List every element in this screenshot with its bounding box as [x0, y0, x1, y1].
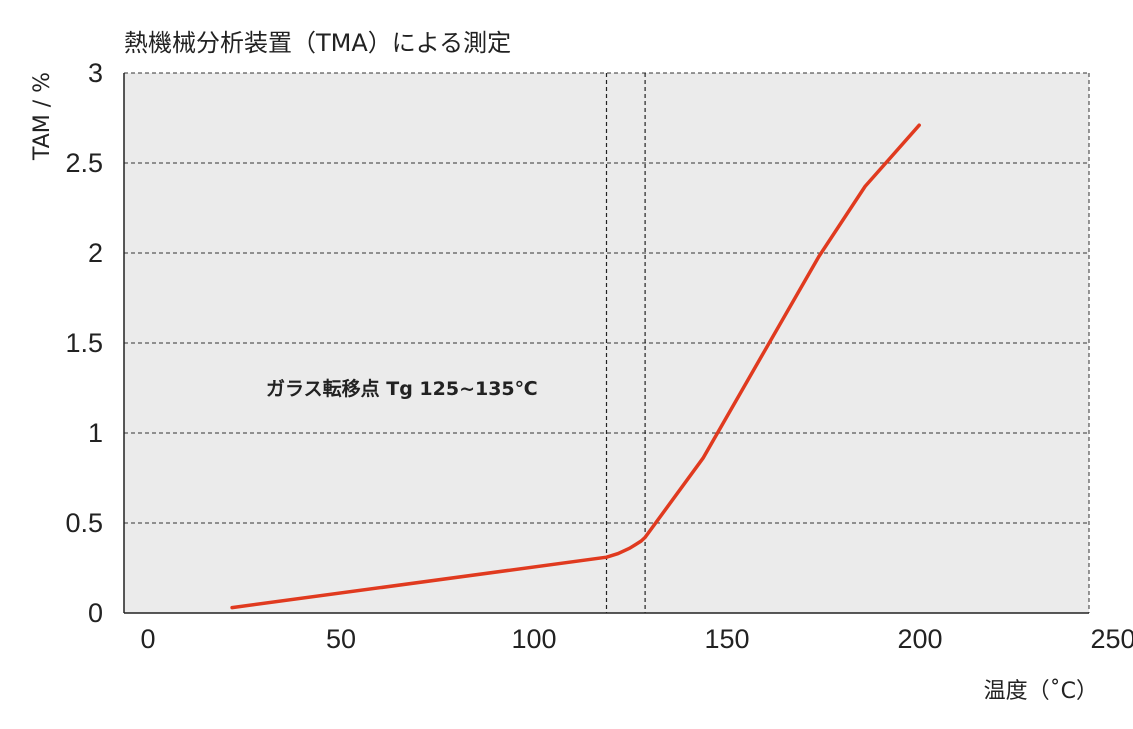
- grid-lines: [124, 72, 1090, 613]
- x-tick-label: 200: [897, 624, 942, 654]
- x-tick-label: 250: [1090, 624, 1133, 654]
- x-tick-label: 0: [140, 624, 155, 654]
- y-tick-label: 1.5: [65, 328, 103, 358]
- y-tick-labels: 0 0.5 1 1.5 2 2.5 3: [65, 58, 103, 628]
- x-axis-label: 温度（˚C）: [984, 679, 1098, 704]
- reference-lines: [605, 73, 646, 613]
- y-tick-label: 2: [88, 238, 103, 268]
- series-line: [230, 123, 921, 610]
- series-layer: [230, 123, 921, 610]
- x-tick-label: 50: [326, 624, 356, 654]
- axes: [123, 73, 1089, 614]
- chart-title: 熱機械分析装置（TMA）による測定: [124, 29, 511, 57]
- annotation-glass-transition: ガラス転移点 Tg 125~135℃: [266, 377, 538, 400]
- y-tick-label: 1: [88, 418, 103, 448]
- y-tick-label: 2.5: [65, 148, 103, 178]
- x-tick-label: 150: [704, 624, 749, 654]
- x-tick-labels: 0 50 100 150 200 250: [140, 624, 1133, 654]
- y-tick-label: 3: [88, 58, 103, 88]
- y-tick-label: 0.5: [65, 508, 103, 538]
- y-axis-label: TAM / %: [30, 72, 55, 161]
- y-tick-label: 0: [88, 598, 103, 628]
- x-tick-label: 100: [511, 624, 556, 654]
